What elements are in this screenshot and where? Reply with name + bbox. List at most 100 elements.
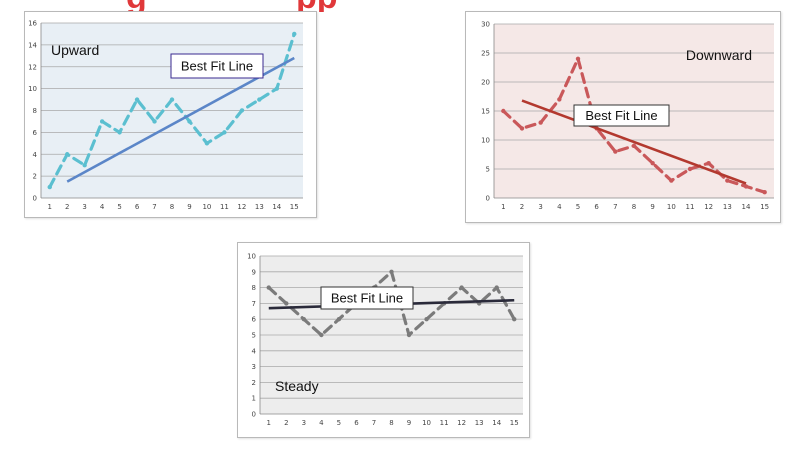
x-tick-label: 11 — [440, 419, 449, 427]
panel-label: Upward — [51, 42, 99, 58]
y-tick-label: 0 — [252, 411, 256, 419]
x-tick-label: 8 — [632, 203, 636, 211]
x-tick-label: 7 — [613, 203, 617, 211]
x-tick-label: 13 — [723, 203, 732, 211]
x-tick-label: 11 — [220, 203, 229, 211]
y-tick-label: 8 — [33, 107, 37, 115]
data-point — [266, 285, 271, 290]
best-fit-line — [66, 56, 295, 183]
y-tick-label: 0 — [486, 195, 490, 203]
data-point — [762, 190, 767, 195]
data-point — [501, 108, 506, 114]
best-fit-annotation-label: Best Fit Line — [181, 59, 253, 74]
best-fit-annotation-box — [320, 286, 414, 310]
y-tick-label: 12 — [28, 63, 37, 71]
x-tick-label: 10 — [422, 419, 431, 427]
data-point — [284, 301, 289, 306]
y-tick-label: 7 — [252, 300, 256, 308]
data-point — [65, 152, 70, 157]
x-tick-label: 8 — [170, 203, 174, 211]
best-fit-annotation-box — [573, 104, 670, 127]
title-fragment-2: pp — [296, 0, 338, 12]
x-tick-label: 2 — [284, 419, 288, 427]
x-tick-label: 3 — [82, 203, 86, 211]
best-fit-annotation-box — [170, 53, 264, 79]
x-tick-label: 9 — [650, 203, 654, 211]
x-tick-label: 12 — [704, 203, 713, 211]
y-tick-label: 6 — [252, 316, 257, 324]
x-tick-label: 12 — [237, 203, 246, 211]
x-tick-label: 12 — [457, 419, 466, 427]
data-point — [47, 184, 52, 190]
data-point — [319, 332, 324, 338]
x-tick-label: 4 — [557, 203, 562, 211]
x-tick-label: 9 — [187, 203, 191, 211]
x-tick-label: 10 — [202, 203, 211, 211]
data-point — [301, 317, 307, 322]
y-tick-label: 10 — [481, 137, 490, 145]
data-point — [134, 97, 140, 102]
y-tick-label: 6 — [33, 129, 38, 137]
x-tick-label: 15 — [290, 203, 299, 211]
x-tick-label: 5 — [337, 419, 341, 427]
data-point — [613, 149, 618, 154]
page-title-fragment: g pp — [0, 0, 804, 12]
data-point — [512, 317, 517, 322]
y-tick-label: 30 — [481, 21, 490, 29]
best-fit-annotation-label: Best Fit Line — [331, 291, 403, 306]
data-point — [575, 56, 581, 61]
x-tick-label: 6 — [135, 203, 140, 211]
data-point — [99, 119, 105, 124]
y-tick-label: 5 — [252, 332, 256, 340]
data-point — [743, 184, 749, 189]
data-point — [82, 162, 87, 168]
x-tick-label: 3 — [302, 419, 306, 427]
data-point — [187, 119, 192, 124]
data-point — [274, 86, 279, 91]
y-tick-label: 3 — [252, 363, 256, 371]
data-point — [706, 161, 711, 166]
data-point — [459, 285, 464, 290]
x-tick-label: 13 — [255, 203, 264, 211]
x-tick-label: 14 — [492, 419, 501, 427]
panel-label: Downward — [686, 47, 752, 63]
data-point — [152, 119, 157, 124]
x-tick-label: 6 — [354, 419, 359, 427]
x-tick-label: 1 — [267, 419, 271, 427]
y-tick-label: 25 — [481, 50, 490, 58]
x-tick-label: 14 — [272, 203, 281, 211]
y-tick-label: 0 — [33, 195, 37, 203]
x-tick-label: 5 — [117, 203, 121, 211]
x-tick-label: 2 — [520, 203, 524, 211]
x-tick-label: 7 — [152, 203, 156, 211]
y-tick-label: 14 — [28, 41, 37, 49]
data-point — [557, 97, 562, 102]
y-tick-label: 4 — [33, 151, 38, 159]
best-fit-annotation-label: Best Fit Line — [585, 108, 657, 123]
x-tick-label: 7 — [372, 419, 376, 427]
x-tick-label: 9 — [407, 419, 411, 427]
x-tick-label: 15 — [510, 419, 519, 427]
best-fit-line — [521, 99, 747, 185]
data-point — [222, 130, 227, 135]
data-point — [687, 166, 693, 172]
x-tick-label: 14 — [742, 203, 751, 211]
y-tick-label: 10 — [28, 85, 37, 93]
x-tick-label: 1 — [501, 203, 505, 211]
x-tick-label: 13 — [475, 419, 484, 427]
data-point — [169, 97, 175, 102]
data-point — [239, 108, 245, 113]
y-tick-label: 8 — [252, 284, 256, 292]
data-point — [389, 269, 394, 274]
data-point — [424, 317, 429, 322]
x-tick-label: 2 — [65, 203, 69, 211]
data-point — [519, 126, 525, 131]
x-tick-label: 6 — [594, 203, 599, 211]
data-point — [650, 161, 655, 166]
downward-chart-panel: 0 5 10 15 20 25 30 1 2 3 4 5 6 7 8 9 10 11 12 13 14 15 Best Fi… — [465, 11, 781, 223]
x-tick-label: 4 — [319, 419, 324, 427]
x-tick-label: 4 — [100, 203, 105, 211]
